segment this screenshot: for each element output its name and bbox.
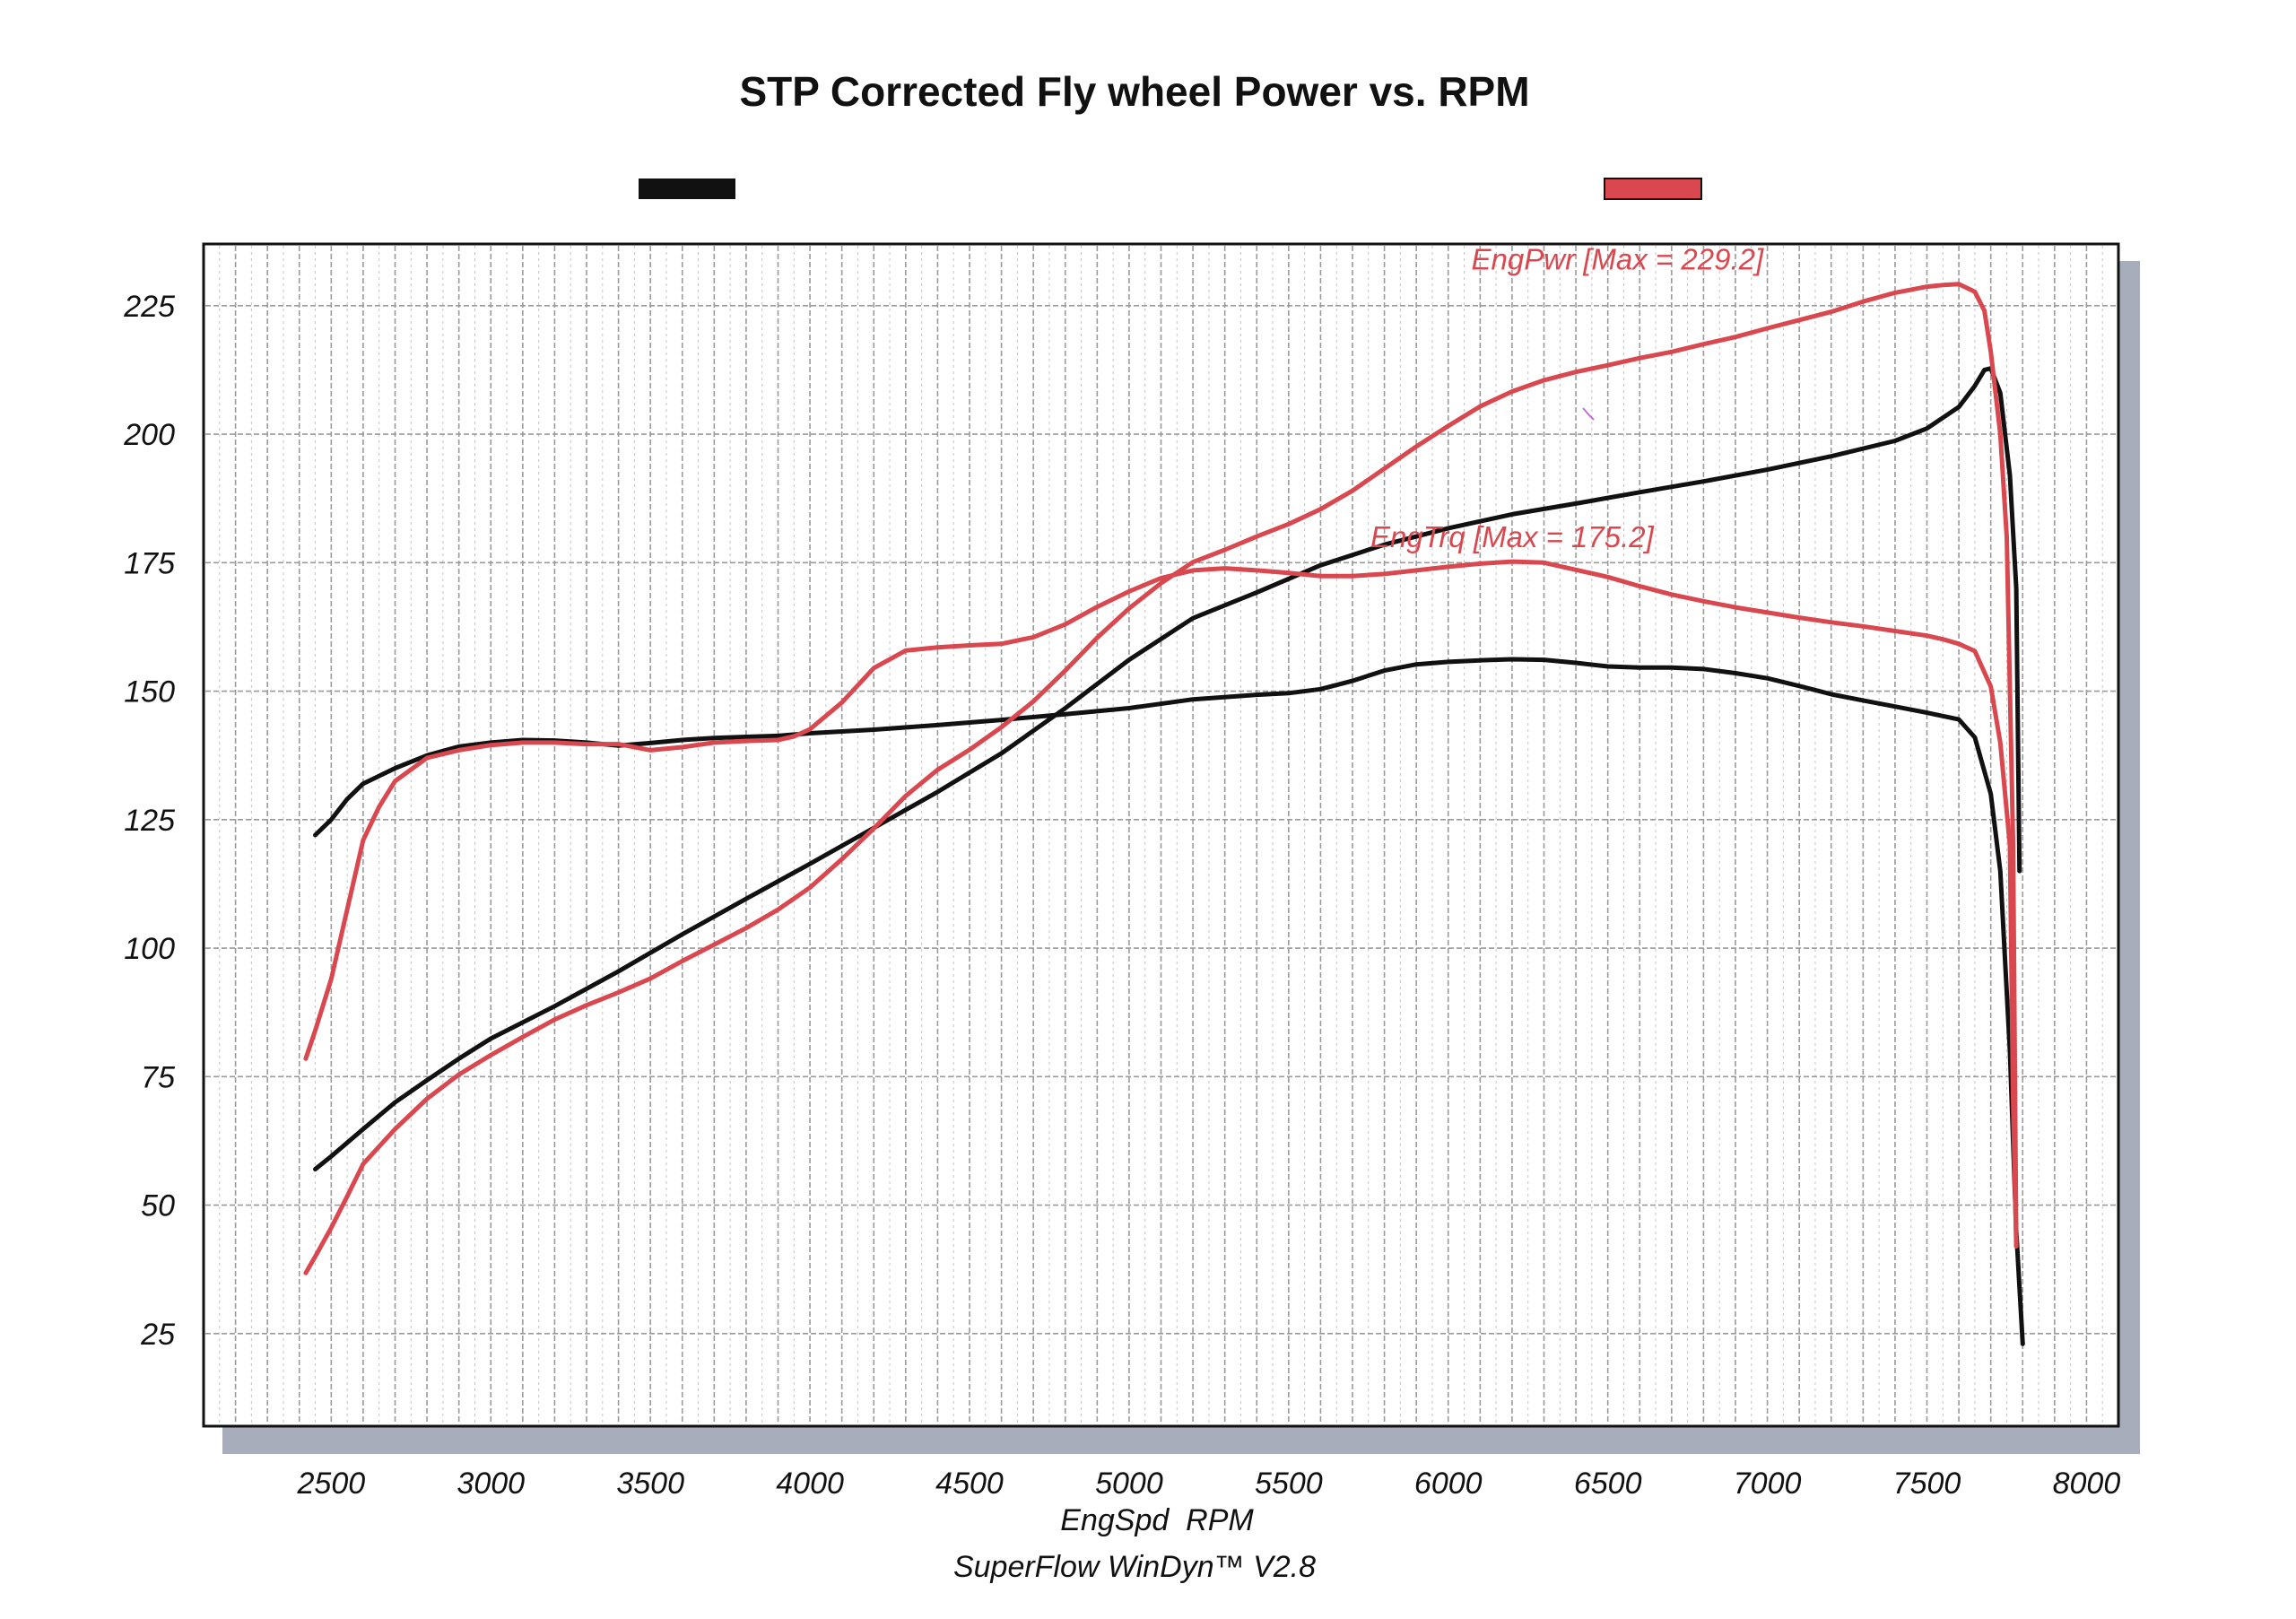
y-tick-label: 175	[124, 546, 175, 580]
tick-labels: 2500 3000 3500 4000 4500 5000 5500 6000 6500 7000…	[123, 290, 2120, 1501]
y-tick-label: 150	[124, 675, 175, 709]
annotations: EngPwr [Max = 229.2] EngTrq [Max = 175.2]	[1370, 243, 1764, 553]
x-tick-label: 3000	[457, 1467, 525, 1501]
series-annotation: EngPwr [Max = 229.2]	[1472, 243, 1764, 276]
x-tick-label: 3500	[616, 1467, 684, 1501]
series-line	[303, 282, 2019, 1275]
x-tick-label: 6500	[1574, 1467, 1642, 1501]
x-tick-label: 7000	[1734, 1467, 1802, 1501]
y-tick-label: 50	[141, 1189, 175, 1223]
x-tick-label: 4000	[776, 1467, 844, 1501]
chart-title: STP Corrected Fly wheel Power vs. RPM	[739, 68, 1529, 115]
y-tick-label: 75	[141, 1060, 175, 1094]
x-tick-label: 7500	[1893, 1467, 1961, 1501]
x-tick-label: 8000	[2053, 1467, 2121, 1501]
x-tick-label: 5000	[1095, 1467, 1163, 1501]
y-tick-label: 25	[140, 1318, 175, 1352]
x-axis-label: EngSpd RPM	[1060, 1503, 1254, 1537]
y-tick-label: 125	[124, 804, 175, 838]
y-tick-label: 200	[123, 418, 175, 452]
series-annotation: EngTrq [Max = 175.2]	[1370, 520, 1655, 553]
legend-swatch-red	[1604, 178, 1702, 200]
series-line	[313, 366, 2022, 1171]
y-tick-label: 100	[124, 932, 175, 966]
x-tick-label: 4500	[935, 1467, 1004, 1501]
series-lines	[303, 282, 2025, 1346]
x-tick-label: 2500	[297, 1467, 366, 1501]
footer-caption: SuperFlow WinDyn™ V2.8	[953, 1550, 1316, 1584]
y-tick-label: 225	[123, 290, 175, 324]
x-tick-label: 5500	[1255, 1467, 1323, 1501]
stray-pen-mark	[1582, 407, 1595, 421]
x-tick-label: 6000	[1414, 1467, 1483, 1501]
legend-swatch-black	[639, 178, 735, 199]
grid-lines	[205, 246, 2117, 1424]
